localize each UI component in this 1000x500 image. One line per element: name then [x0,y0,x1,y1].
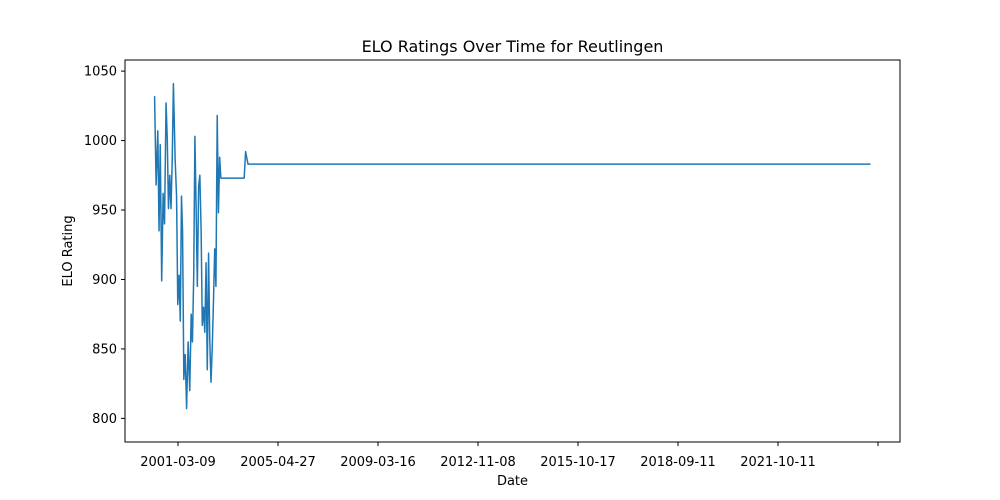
x-tick-label: 2021-10-11 [740,455,816,470]
x-tick-label: 2018-09-11 [640,455,716,470]
x-tick-label: 2005-04-27 [240,455,316,470]
x-tick-label: 2012-11-08 [440,455,516,470]
series-line-0 [153,82,871,410]
x-tick-label: 2015-10-17 [540,455,616,470]
x-axis-label: Date [497,474,528,489]
y-tick-label: 900 [92,273,117,288]
y-tick-label: 1050 [84,65,117,80]
x-tick-label: 2001-03-09 [140,455,216,470]
y-tick-label: 850 [92,342,117,357]
y-axis-label: ELO Rating [61,215,76,286]
x-tick-label: 2009-03-16 [340,455,416,470]
plot-frame [124,59,901,443]
y-tick-label: 1000 [84,134,117,149]
y-tick-label: 800 [92,412,117,427]
y-tick-label: 950 [92,204,117,219]
chart-title: ELO Ratings Over Time for Reutlingen [362,37,664,56]
